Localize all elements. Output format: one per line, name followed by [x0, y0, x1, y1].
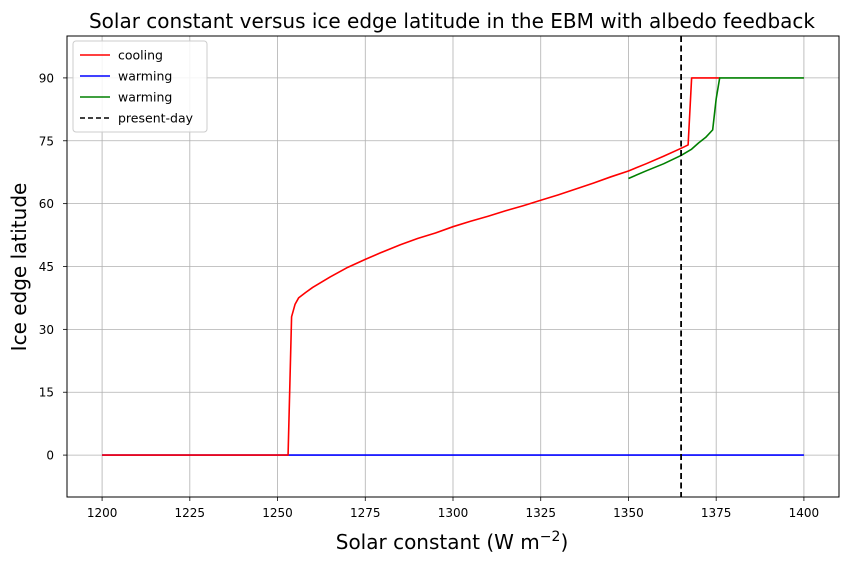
- legend-label-warming-blue: warming: [118, 69, 172, 84]
- series-line-cooling-0: [102, 77, 720, 456]
- y-tick-label: 45: [39, 260, 54, 274]
- chart-title: Solar constant versus ice edge latitude …: [89, 9, 815, 33]
- x-tick-label: 1350: [613, 506, 644, 520]
- x-tick-label: 1275: [350, 506, 381, 520]
- y-axis-title: Ice edge latitude: [7, 183, 31, 352]
- x-tick-label: 1200: [87, 506, 118, 520]
- y-ticks: 0 15 30 45 60 75 90: [39, 71, 67, 463]
- legend-label-warming-green: warming: [118, 90, 172, 105]
- y-tick-label: 75: [39, 134, 54, 148]
- legend: cooling warming warming present-day: [72, 40, 208, 133]
- legend-label-cooling: cooling: [118, 48, 163, 63]
- x-axis-title: Solar constant (W m−2): [336, 529, 569, 554]
- x-tick-label: 1375: [701, 506, 732, 520]
- x-tick-label: 1250: [262, 506, 293, 520]
- x-tick-label: 1325: [525, 506, 556, 520]
- x-tick-label: 1225: [175, 506, 206, 520]
- x-tick-label: 1400: [789, 506, 820, 520]
- y-tick-label: 15: [39, 386, 54, 400]
- legend-box: [72, 40, 208, 133]
- series-line-warming-2: [628, 77, 804, 180]
- x-axis-title-end: ): [560, 530, 568, 554]
- y-tick-label: 0: [46, 449, 54, 463]
- legend-label-present-day: present-day: [118, 111, 194, 126]
- x-ticks: 1200 1225 1250 1275 1300 1325 1350 1375 1400: [87, 497, 819, 520]
- y-tick-label: 60: [39, 197, 54, 211]
- y-tick-label: 30: [39, 323, 54, 337]
- x-axis-title-sup: −2: [540, 529, 561, 545]
- x-tick-label: 1300: [438, 506, 469, 520]
- y-tick-label: 90: [39, 71, 54, 85]
- series-lines: [102, 36, 804, 497]
- x-axis-title-main: Solar constant (W m: [336, 530, 540, 554]
